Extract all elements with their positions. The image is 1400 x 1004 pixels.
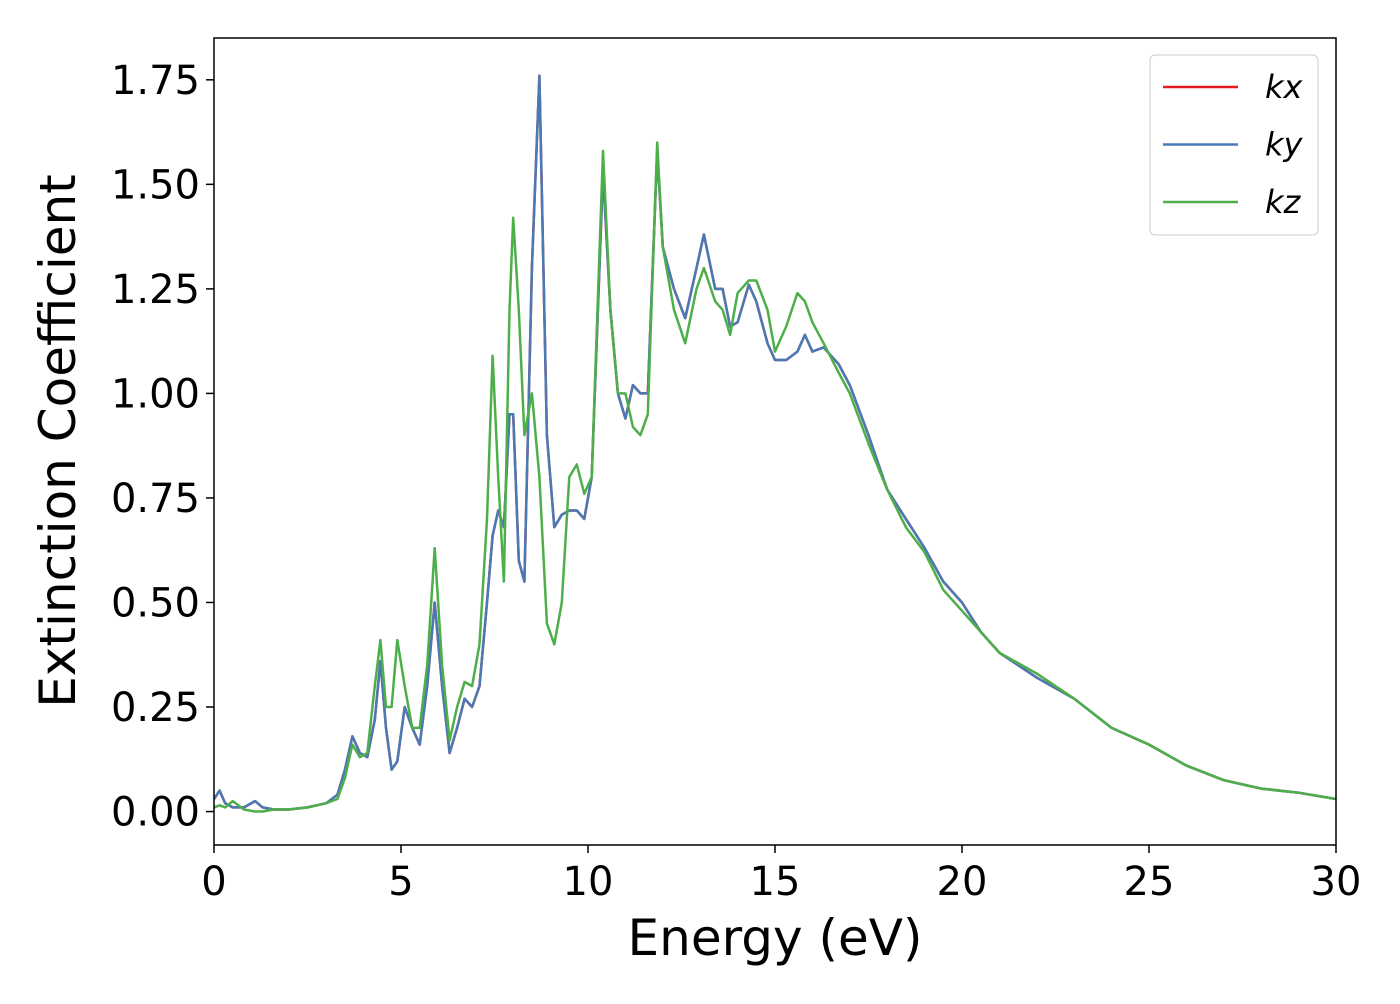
y-tick-label: 0.50 bbox=[111, 580, 200, 626]
y-tick-label: 0.75 bbox=[111, 476, 200, 522]
y-tick-label: 0.00 bbox=[111, 790, 200, 836]
legend-label: ky bbox=[1265, 126, 1304, 164]
y-tick-label: 1.25 bbox=[111, 267, 200, 313]
x-axis-label: Energy (eV) bbox=[628, 909, 923, 967]
y-tick-label: 1.50 bbox=[111, 162, 200, 208]
x-tick-label: 15 bbox=[750, 859, 801, 905]
x-tick-label: 5 bbox=[388, 859, 413, 905]
x-tick-label: 0 bbox=[201, 859, 226, 905]
x-tick-label: 25 bbox=[1124, 859, 1175, 905]
legend-label: kx bbox=[1265, 68, 1304, 106]
plot-frame bbox=[213, 37, 1337, 846]
line-series bbox=[214, 74, 1336, 811]
legend-label: kz bbox=[1265, 183, 1302, 221]
y-axis-label: Extinction Coefficient bbox=[29, 174, 87, 708]
x-tick-label: 30 bbox=[1311, 859, 1362, 905]
y-tick-label: 1.75 bbox=[111, 58, 200, 104]
y-tick-label: 1.00 bbox=[111, 371, 200, 417]
y-tick-label: 0.25 bbox=[111, 685, 200, 731]
x-tick-label: 20 bbox=[937, 859, 988, 905]
x-tick-label: 10 bbox=[563, 859, 614, 905]
line-series bbox=[214, 141, 1336, 813]
